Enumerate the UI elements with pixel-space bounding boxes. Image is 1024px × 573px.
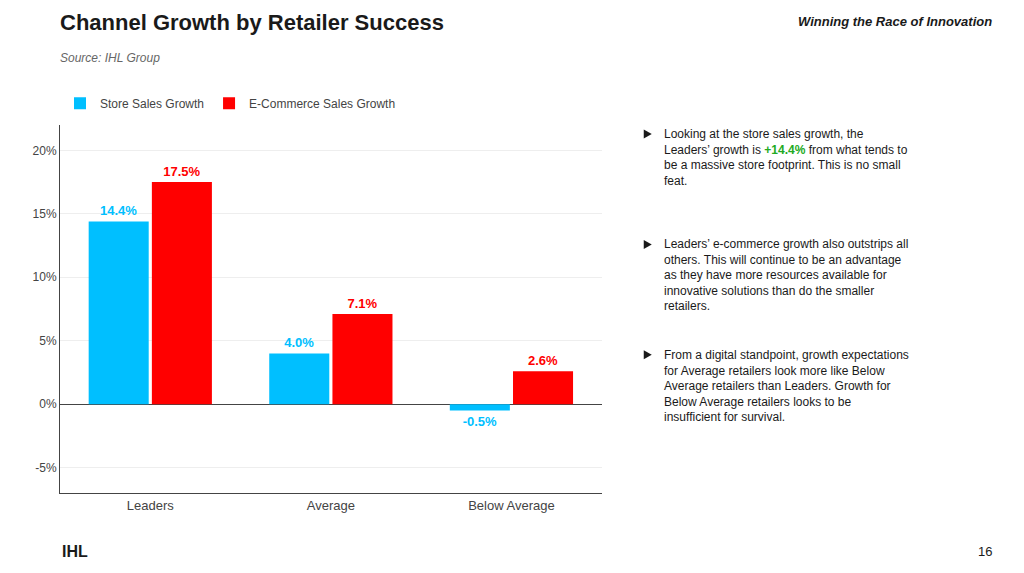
svg-text:0%: 0% xyxy=(39,397,57,411)
svg-text:7.1%: 7.1% xyxy=(347,296,377,311)
svg-text:5%: 5% xyxy=(39,334,57,348)
svg-text:2.6%: 2.6% xyxy=(528,353,558,368)
svg-text:Below Average: Below Average xyxy=(468,498,555,513)
svg-text:From a digital standpoint, gro: From a digital standpoint, growth expect… xyxy=(664,348,909,424)
svg-text:E-Commerce Sales Growth: E-Commerce Sales Growth xyxy=(249,97,395,111)
svg-text:15%: 15% xyxy=(33,207,57,221)
svg-text:Store Sales Growth: Store Sales Growth xyxy=(100,97,204,111)
svg-text:14.4%: 14.4% xyxy=(100,203,137,218)
svg-text:-0.5%: -0.5% xyxy=(463,414,497,429)
svg-text:10%: 10% xyxy=(33,270,57,284)
svg-text:16: 16 xyxy=(978,544,992,559)
svg-text:Leaders’ e-commerce growth als: Leaders’ e-commerce growth also outstrip… xyxy=(664,237,908,313)
svg-text:Looking at the store sales gro: Looking at the store sales growth, theLe… xyxy=(664,127,908,188)
svg-text:Leaders: Leaders xyxy=(127,498,174,513)
svg-text:Channel Growth by Retailer Suc: Channel Growth by Retailer Success xyxy=(60,10,444,35)
svg-text:4.0%: 4.0% xyxy=(284,335,314,350)
svg-text:Average: Average xyxy=(307,498,355,513)
svg-text:-5%: -5% xyxy=(35,461,57,475)
svg-text:20%: 20% xyxy=(33,144,57,158)
svg-text:Source: IHL Group: Source: IHL Group xyxy=(60,51,160,65)
svg-text:Winning the Race of Innovation: Winning the Race of Innovation xyxy=(798,14,992,29)
svg-text:IHL: IHL xyxy=(62,543,88,560)
svg-text:17.5%: 17.5% xyxy=(163,164,200,179)
